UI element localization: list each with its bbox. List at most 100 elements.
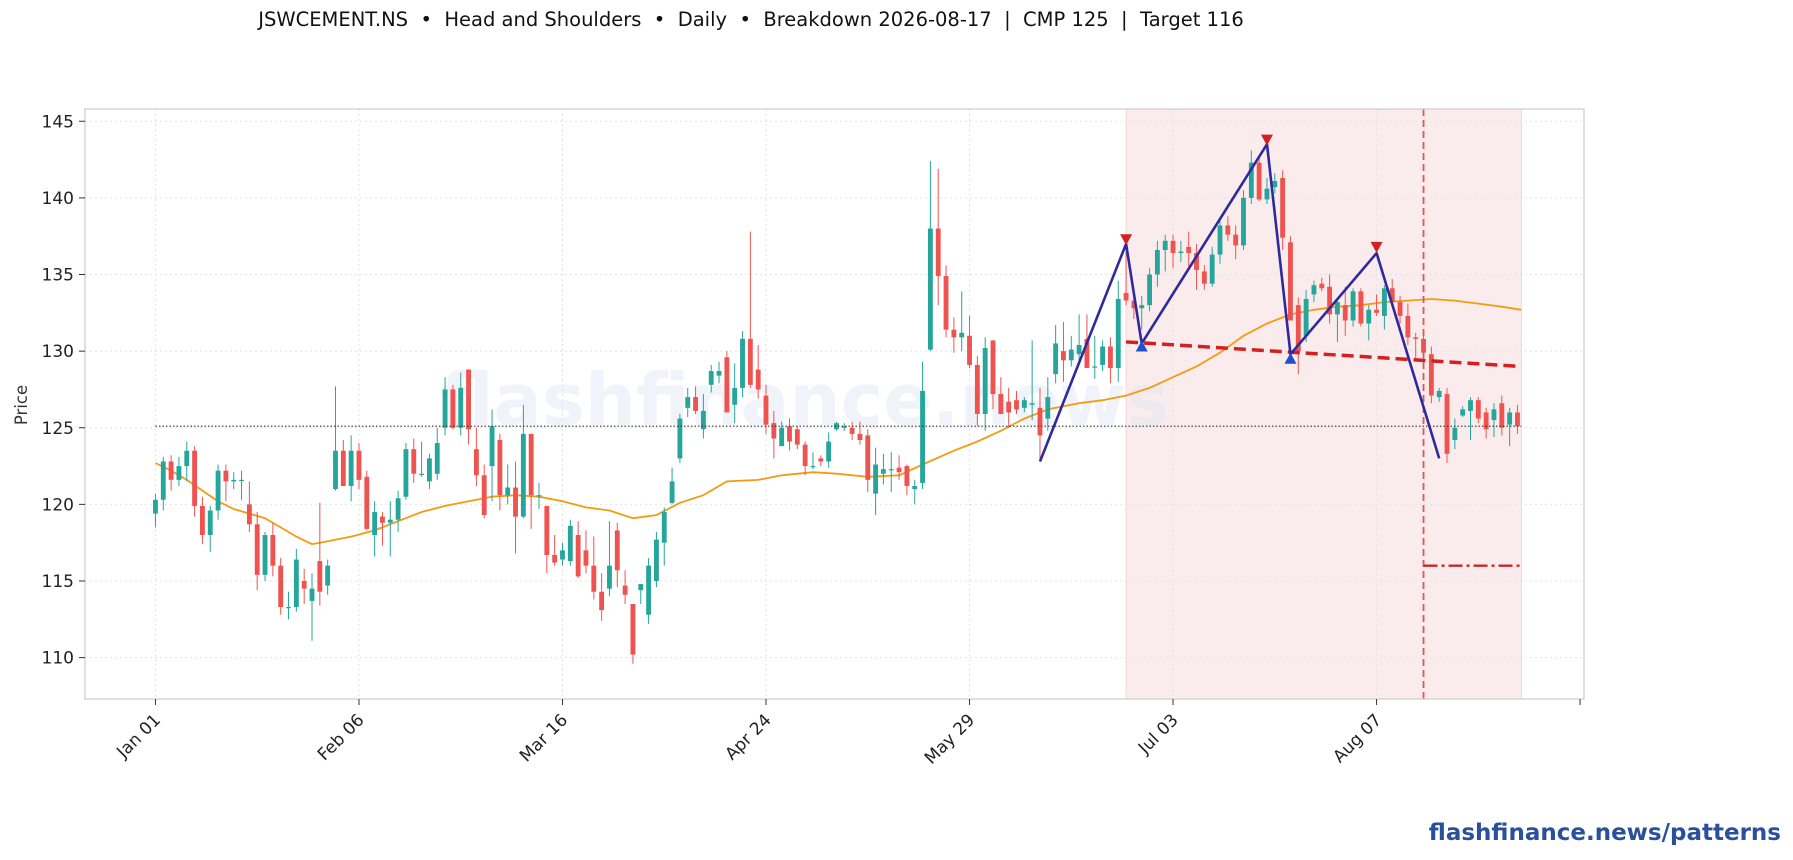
peak-marker [1120,234,1133,246]
x-tick-label: May 29 [921,710,979,768]
candle [1319,277,1325,292]
candle-body [1225,225,1231,235]
candle-body [466,369,471,430]
candle-body [473,449,479,476]
y-tick-label: 140 [42,189,74,209]
candle [395,490,401,532]
candle [544,505,550,574]
candle-body [1374,309,1379,313]
candle-body [403,449,409,497]
candle [513,461,518,554]
candle [1381,285,1387,330]
candle [1076,314,1082,362]
candle [528,433,534,529]
peak-marker [1260,134,1273,146]
candle [567,519,573,566]
candle [904,464,910,496]
candle [192,446,198,517]
candle-body [1139,305,1145,309]
candle-body [1248,162,1254,198]
candle-body [912,485,918,490]
candle [1178,240,1184,263]
candle [990,340,996,410]
candle [340,440,346,486]
candle-body [153,499,158,514]
candle-body [1350,291,1356,321]
candle [1037,387,1043,462]
pattern-overlays [155,109,1522,699]
candle-body [927,228,933,350]
candle [1045,377,1051,431]
candle [1100,340,1106,372]
candle [1507,407,1513,447]
candle [1194,243,1199,290]
candle [215,464,221,520]
candle [1475,397,1481,424]
candle [1327,274,1333,324]
candle [575,521,581,578]
candle-body [834,423,839,430]
candle-body [974,364,980,414]
candle-body [1186,246,1192,254]
candle [935,168,941,306]
candle [1107,337,1113,384]
candle [763,384,769,434]
candle [1115,280,1121,382]
candle-body [395,498,401,520]
candle [1248,150,1254,205]
candle [841,423,847,431]
footer-link[interactable]: flashfinance.news/patterns [1428,820,1781,846]
candle-body [309,588,315,601]
candle-body [990,340,996,395]
candle [998,377,1004,414]
candle-body [810,466,816,468]
candle [380,512,385,546]
candle-body [450,389,456,428]
candle-body [1053,343,1059,375]
candle [747,231,753,388]
y-tick-label: 115 [42,572,74,592]
candle [536,482,542,509]
candle [1264,177,1270,205]
candle-body [1045,397,1051,419]
candle [301,568,307,604]
candle-body [489,426,495,467]
candle [599,573,605,621]
candle-body [560,550,565,560]
candle-body [614,530,620,571]
candle-body [1021,400,1027,408]
candle-body [1256,162,1262,200]
candle [896,455,902,480]
candle-body [1444,394,1450,454]
candle [199,496,205,545]
candle-body [904,466,910,486]
candle [168,455,174,491]
candle [1405,303,1411,345]
candle-body [599,591,605,611]
candle [1436,387,1442,402]
plot-frame [84,108,1585,700]
candle [740,331,745,398]
candle [176,456,182,486]
candle-body [779,427,785,447]
candle [661,507,667,566]
candle-body [1335,302,1340,315]
candle-body [434,443,440,474]
candle [677,413,683,463]
candle [434,427,440,480]
candle-body [192,450,198,506]
candle-body [1468,400,1473,411]
candle-body [293,559,299,608]
candle [1335,297,1340,342]
candle [1358,288,1364,327]
candle-body [700,410,706,430]
candle [325,559,331,595]
candle-body [716,371,722,376]
candle-body [1006,401,1012,413]
candle [1068,335,1074,367]
candle [231,472,237,490]
candle-body [513,487,518,517]
candle-body [411,449,417,474]
candle [638,584,644,604]
candle-body [1162,240,1168,250]
